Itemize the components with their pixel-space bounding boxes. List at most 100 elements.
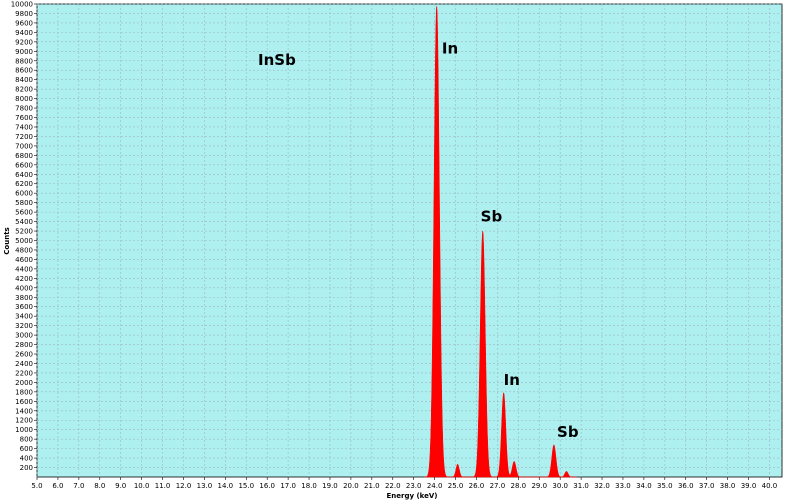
x-axis-ticks: 5.0 6.0 7.0 8.0 9.0 10.0 11.0 12.0 13.0 14.0 15.0 1… [31, 477, 777, 490]
y-tick-label: 1400 [15, 407, 33, 415]
y-tick-label: 4000 [15, 284, 33, 292]
x-tick-label: 6.0 [52, 482, 63, 490]
sample-label: InSb [258, 51, 296, 69]
y-tick-label: 1600 [15, 398, 33, 406]
y-axis-title: Counts [3, 227, 11, 254]
y-tick-label: 5400 [15, 218, 33, 226]
y-tick-label: 7600 [15, 114, 33, 122]
y-tick-label: 6800 [15, 152, 33, 160]
spectrum-series [423, 5, 577, 478]
peak-label: Sb [557, 423, 579, 441]
y-tick-label: 600 [20, 445, 33, 453]
y-tick-label: 5200 [15, 228, 33, 236]
x-tick-label: 24.0 [427, 482, 443, 490]
y-tick-label: 3200 [15, 322, 33, 330]
x-tick-label: 30.0 [552, 482, 568, 490]
x-tick-label: 18.0 [301, 482, 317, 490]
x-tick-label: 29.0 [531, 482, 547, 490]
x-tick-label: 40.0 [762, 482, 778, 490]
y-tick-label: 2000 [15, 379, 33, 387]
y-tick-label: 1800 [15, 388, 33, 396]
y-tick-label: 5600 [15, 209, 33, 217]
y-tick-label: 9000 [15, 48, 33, 56]
x-tick-label: 11.0 [155, 482, 171, 490]
y-tick-label: 5000 [15, 237, 33, 245]
y-tick-label: 7000 [15, 142, 33, 150]
x-tick-label: 10.0 [134, 482, 150, 490]
y-tick-label: 3800 [15, 294, 33, 302]
x-tick-label: 12.0 [176, 482, 192, 490]
spectrum-area [423, 5, 577, 478]
y-tick-label: 6000 [15, 190, 33, 198]
x-tick-label: 15.0 [238, 482, 254, 490]
x-tick-label: 39.0 [741, 482, 757, 490]
y-tick-label: 1200 [15, 417, 33, 425]
y-tick-label: 7400 [15, 123, 33, 131]
x-tick-label: 25.0 [448, 482, 464, 490]
y-tick-label: 2400 [15, 360, 33, 368]
peak-label: Sb [481, 208, 503, 226]
x-tick-label: 37.0 [699, 482, 715, 490]
x-tick-label: 26.0 [469, 482, 485, 490]
y-tick-label: 400 [20, 455, 33, 463]
x-tick-label: 32.0 [594, 482, 610, 490]
peak-annotations: In Sb In Sb [442, 40, 579, 441]
y-tick-label: 9600 [15, 19, 33, 27]
y-tick-label: 2200 [15, 369, 33, 377]
y-tick-label: 10000 [11, 1, 33, 9]
y-tick-label: 800 [20, 436, 33, 444]
y-tick-label: 6200 [15, 180, 33, 188]
x-tick-label: 31.0 [573, 482, 589, 490]
y-tick-label: 1000 [15, 426, 33, 434]
y-tick-label: 2600 [15, 351, 33, 359]
peak-label: In [504, 371, 520, 389]
y-tick-label: 8200 [15, 86, 33, 94]
y-tick-label: 8400 [15, 76, 33, 84]
x-tick-label: 21.0 [364, 482, 380, 490]
y-tick-label: 200 [20, 464, 33, 472]
x-tick-label: 33.0 [615, 482, 631, 490]
y-tick-label: 4600 [15, 256, 33, 264]
x-tick-label: 17.0 [280, 482, 296, 490]
y-tick-label: 8600 [15, 67, 33, 75]
y-tick-label: 9200 [15, 38, 33, 46]
x-tick-label: 38.0 [720, 482, 736, 490]
x-tick-label: 5.0 [31, 482, 42, 490]
y-tick-label: 7200 [15, 133, 33, 141]
x-tick-label: 27.0 [490, 482, 506, 490]
x-tick-label: 7.0 [73, 482, 84, 490]
y-tick-label: 3600 [15, 303, 33, 311]
x-tick-label: 16.0 [259, 482, 275, 490]
x-tick-label: 13.0 [197, 482, 213, 490]
x-tick-label: 14.0 [218, 482, 234, 490]
x-tick-label: 9.0 [115, 482, 126, 490]
y-tick-label: 8800 [15, 57, 33, 65]
x-tick-label: 20.0 [343, 482, 359, 490]
x-tick-label: 23.0 [406, 482, 422, 490]
x-tick-label: 35.0 [657, 482, 673, 490]
y-tick-label: 6400 [15, 171, 33, 179]
y-tick-label: 3400 [15, 313, 33, 321]
peak-label: In [442, 40, 458, 58]
x-axis-title: Energy (keV) [386, 492, 437, 500]
y-tick-label: 6600 [15, 161, 33, 169]
grid-lines [36, 3, 782, 477]
x-tick-label: 19.0 [322, 482, 338, 490]
y-tick-label: 3000 [15, 332, 33, 340]
y-tick-label: 5800 [15, 199, 33, 207]
y-tick-label: 9800 [15, 10, 33, 18]
y-tick-label: 7800 [15, 105, 33, 113]
x-tick-label: 28.0 [511, 482, 527, 490]
y-tick-label: 4200 [15, 275, 33, 283]
y-tick-label: 9400 [15, 29, 33, 37]
x-tick-label: 34.0 [636, 482, 652, 490]
y-tick-label: 4800 [15, 246, 33, 254]
x-tick-label: 22.0 [385, 482, 401, 490]
x-tick-label: 8.0 [94, 482, 105, 490]
y-tick-label: 2800 [15, 341, 33, 349]
y-tick-label: 8000 [15, 95, 33, 103]
y-tick-label: 4400 [15, 265, 33, 273]
x-tick-label: 36.0 [678, 482, 694, 490]
